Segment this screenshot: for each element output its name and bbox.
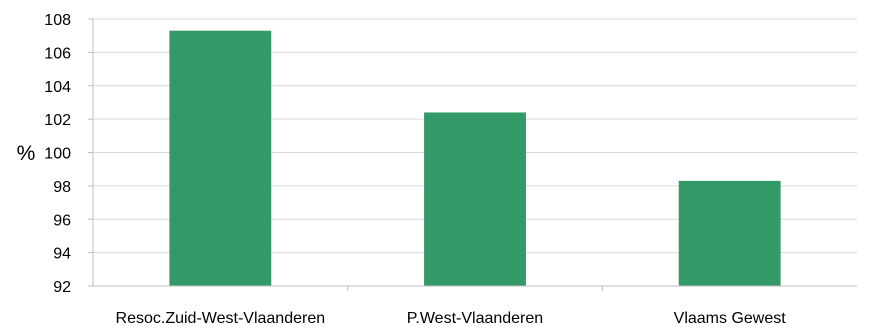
axes: [88, 18, 857, 291]
y-axis-label: %: [17, 142, 36, 165]
y-tick-labels: 92 94 96 98 100 102 104 106 108: [44, 12, 71, 296]
y-tick-label: 94: [53, 246, 71, 263]
y-tick-label: 96: [53, 212, 71, 229]
bar: [424, 112, 526, 286]
y-tick-label: 108: [44, 12, 71, 29]
y-tick-label: 104: [44, 79, 71, 96]
x-tick-label: P.West-Vlaanderen: [407, 310, 543, 326]
bar: [678, 180, 781, 286]
bar: [169, 30, 272, 287]
x-tick-label: Vlaams Gewest: [674, 310, 787, 326]
y-tick-label: 106: [44, 45, 71, 62]
y-tick-label: 98: [53, 179, 71, 196]
x-tick-label: Resoc.Zuid-West-Vlaanderen: [116, 310, 326, 326]
y-tick-label: 92: [53, 279, 71, 296]
y-tick-label: 100: [44, 146, 71, 163]
x-tick-labels: Resoc.Zuid-West-Vlaanderen P.West-Vlaande…: [116, 310, 787, 327]
bars: [169, 30, 781, 287]
y-tick-label: 102: [44, 112, 71, 129]
